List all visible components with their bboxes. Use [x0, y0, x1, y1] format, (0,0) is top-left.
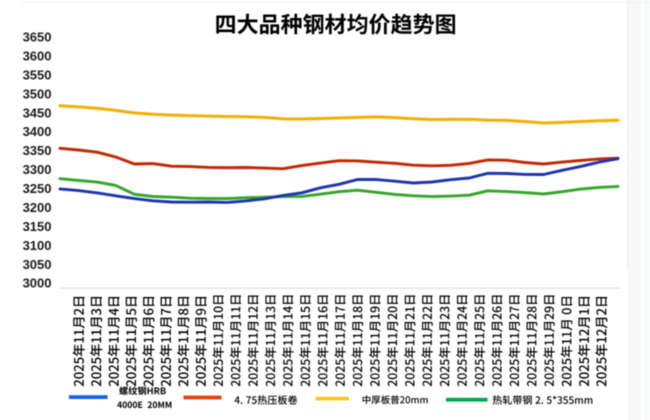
svg-text:3000: 3000 — [23, 276, 52, 291]
svg-text:3400: 3400 — [23, 124, 52, 139]
svg-text:3650: 3650 — [23, 30, 52, 45]
svg-text:3050: 3050 — [23, 257, 52, 272]
svg-text:3150: 3150 — [23, 219, 52, 234]
svg-text:3550: 3550 — [23, 67, 52, 82]
svg-text:3200: 3200 — [23, 200, 52, 215]
svg-text:3500: 3500 — [23, 86, 52, 101]
svg-text:3100: 3100 — [23, 238, 52, 253]
svg-text:3250: 3250 — [23, 181, 52, 196]
svg-text:3450: 3450 — [23, 105, 52, 120]
svg-text:3300: 3300 — [23, 162, 52, 177]
svg-text:3600: 3600 — [23, 48, 52, 63]
svg-text:3350: 3350 — [23, 143, 52, 158]
